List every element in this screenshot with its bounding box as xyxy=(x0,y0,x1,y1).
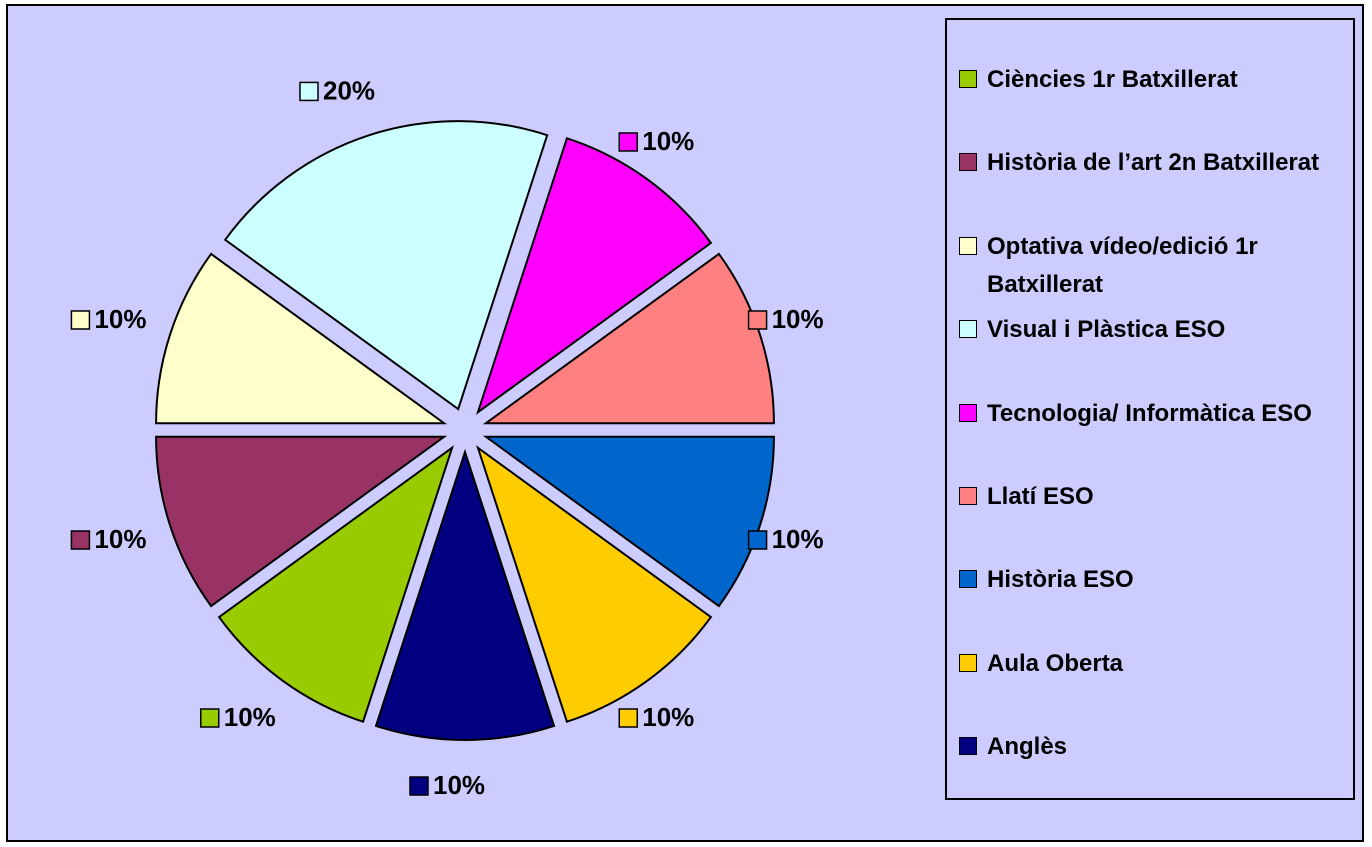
legend-swatch xyxy=(959,570,977,589)
legend-swatch xyxy=(959,70,977,88)
legend-entry: Història de l’art 2n Batxillerat xyxy=(955,144,1350,182)
label-swatch xyxy=(409,776,429,796)
label-swatch xyxy=(747,310,768,330)
data-label: 10% xyxy=(433,770,485,800)
data-label: 10% xyxy=(94,524,146,554)
data-label: 10% xyxy=(94,304,146,334)
pie-slice xyxy=(482,252,775,425)
legend-swatch xyxy=(959,320,977,339)
legend-swatch xyxy=(959,653,977,672)
pie-slice xyxy=(476,445,713,723)
legend-swatch xyxy=(959,403,977,422)
legend-label: Visual i Plàstica ESO xyxy=(987,316,1226,344)
legend-entry: Visual i Plàstica ESO xyxy=(955,311,1350,349)
label-swatch xyxy=(618,132,639,152)
label-swatch xyxy=(747,530,768,550)
data-label: 10% xyxy=(772,524,824,554)
label-swatch xyxy=(618,708,639,728)
legend-label: Tecnologia/ Informàtica ESO xyxy=(987,399,1312,427)
legend-label: Ciències 1r Batxillerat xyxy=(987,66,1238,93)
label-swatch xyxy=(70,310,91,330)
data-label: 10% xyxy=(642,126,694,156)
legend-swatch xyxy=(959,737,977,756)
data-label: 10% xyxy=(642,702,694,732)
label-swatch xyxy=(70,530,91,550)
legend-entry: Llatí ESO xyxy=(955,478,1350,516)
data-label: 10% xyxy=(224,702,276,732)
label-swatch xyxy=(299,81,319,102)
legend-entry: Aula Oberta xyxy=(955,645,1350,683)
legend-entry: Tecnologia/ Informàtica ESO xyxy=(955,395,1350,433)
data-label: 10% xyxy=(772,304,824,334)
legend-entry: Anglès xyxy=(955,728,1350,766)
pie-slice xyxy=(155,252,448,425)
pie-slice xyxy=(217,445,454,723)
legend-label: Anglès xyxy=(987,733,1068,761)
legend-entry: Ciències 1r Batxillerat xyxy=(955,61,1350,99)
pie-slice xyxy=(223,120,549,411)
legend-label: Història ESO xyxy=(987,566,1134,594)
data-label: 20% xyxy=(323,75,375,105)
label-swatch xyxy=(199,708,220,728)
pie-slice xyxy=(155,435,448,608)
legend-label: Llatí ESO xyxy=(987,483,1094,510)
legend-swatch xyxy=(959,236,977,255)
legend-swatch xyxy=(959,487,977,505)
legend-label: Optativa vídeo/edició 1r Batxillerat xyxy=(987,232,1258,298)
legend: Ciències 1r Batxillerat Història de l’art… xyxy=(945,18,1355,800)
legend-label: Aula Oberta xyxy=(987,649,1124,677)
legend-entry: Història ESO xyxy=(955,561,1350,599)
pie-slice xyxy=(374,448,556,741)
pie-slice xyxy=(476,137,713,415)
legend-label: Història de l’art 2n Batxillerat xyxy=(987,149,1320,177)
legend-entry: Optativa vídeo/edició 1r Batxillerat xyxy=(955,228,1350,304)
pie-slice xyxy=(482,435,775,608)
legend-swatch xyxy=(959,153,977,172)
